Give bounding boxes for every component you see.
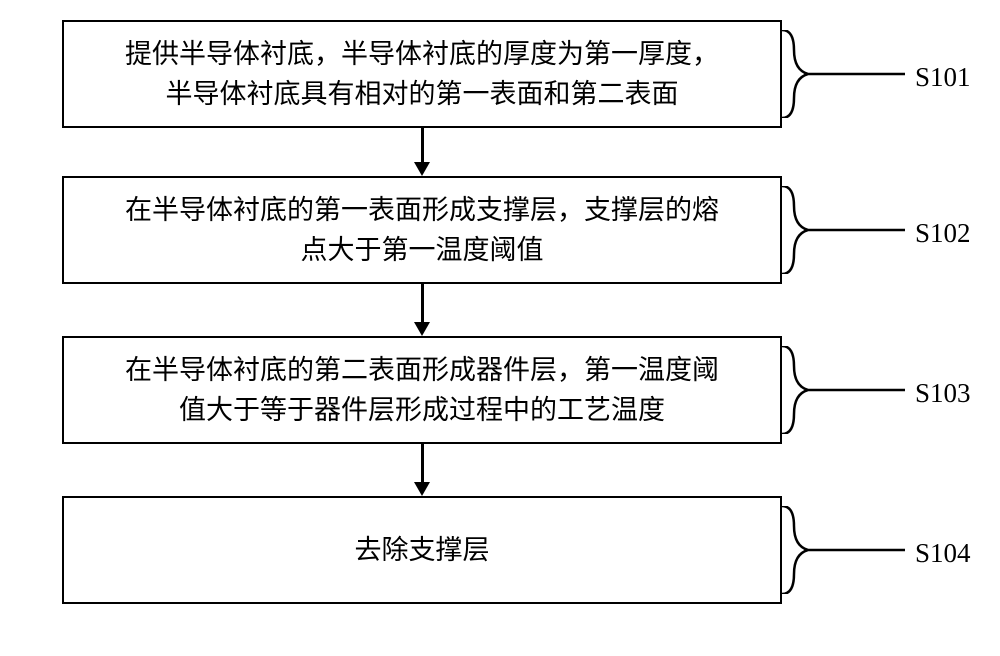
brace-s103 — [782, 346, 910, 434]
arrowhead-s102-s103 — [414, 322, 430, 336]
step-label-s102: S102 — [915, 218, 971, 249]
arrow-s102-s103 — [421, 284, 424, 322]
flowchart-canvas: 提供半导体衬底，半导体衬底的厚度为第一厚度， 半导体衬底具有相对的第一表面和第二… — [0, 0, 1000, 656]
step-label-s101: S101 — [915, 62, 971, 93]
step-label-s103: S103 — [915, 378, 971, 409]
step-label-s104: S104 — [915, 538, 971, 569]
brace-s104 — [782, 506, 910, 594]
arrowhead-s101-s102 — [414, 162, 430, 176]
step-text-s104: 去除支撑层 — [355, 530, 490, 571]
step-text-s101: 提供半导体衬底，半导体衬底的厚度为第一厚度， 半导体衬底具有相对的第一表面和第二… — [125, 34, 719, 115]
step-box-s101: 提供半导体衬底，半导体衬底的厚度为第一厚度， 半导体衬底具有相对的第一表面和第二… — [62, 20, 782, 128]
step-box-s103: 在半导体衬底的第二表面形成器件层，第一温度阈 值大于等于器件层形成过程中的工艺温… — [62, 336, 782, 444]
arrowhead-s103-s104 — [414, 482, 430, 496]
brace-s101 — [782, 30, 910, 118]
arrow-s101-s102 — [421, 128, 424, 162]
arrow-s103-s104 — [421, 444, 424, 482]
brace-s102 — [782, 186, 910, 274]
step-text-s102: 在半导体衬底的第一表面形成支撑层，支撑层的熔 点大于第一温度阈值 — [125, 190, 719, 271]
step-box-s102: 在半导体衬底的第一表面形成支撑层，支撑层的熔 点大于第一温度阈值 — [62, 176, 782, 284]
step-box-s104: 去除支撑层 — [62, 496, 782, 604]
step-text-s103: 在半导体衬底的第二表面形成器件层，第一温度阈 值大于等于器件层形成过程中的工艺温… — [125, 350, 719, 431]
